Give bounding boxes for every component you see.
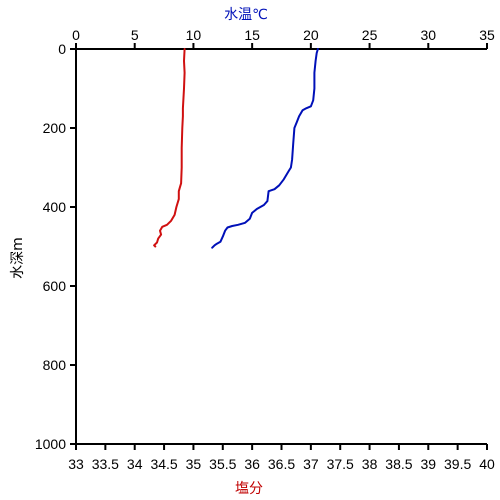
top-tick-label: 25 <box>362 27 378 43</box>
bottom-tick-label: 38 <box>362 456 378 472</box>
y-tick-label: 600 <box>43 278 67 294</box>
top-tick-label: 20 <box>303 27 319 43</box>
top-tick-label: 10 <box>186 27 202 43</box>
bottom-tick-label: 39 <box>420 456 436 472</box>
bottom-tick-label: 33.5 <box>92 456 119 472</box>
top-tick-label: 15 <box>244 27 260 43</box>
temperature-profile-line <box>211 48 319 249</box>
bottom-tick-label: 36.5 <box>268 456 295 472</box>
bottom-tick-label: 37.5 <box>327 456 354 472</box>
y-axis-title: 水深m <box>10 237 26 279</box>
top-tick-label: 0 <box>72 27 80 43</box>
bottom-tick-label: 33 <box>68 456 84 472</box>
y-tick-label: 800 <box>43 357 67 373</box>
bottom-tick-label: 36 <box>244 456 260 472</box>
y-tick-label: 200 <box>43 120 67 136</box>
y-tick-label: 400 <box>43 199 67 215</box>
top-tick-label: 5 <box>131 27 139 43</box>
bottom-tick-label: 37 <box>303 456 319 472</box>
bottom-tick-label: 39.5 <box>444 456 471 472</box>
bottom-tick-label: 38.5 <box>385 456 412 472</box>
y-tick-label: 0 <box>58 41 66 57</box>
top-tick-label: 30 <box>420 27 436 43</box>
bottom-tick-label: 34 <box>127 456 143 472</box>
bottom-tick-label: 40 <box>479 456 495 472</box>
bottom-tick-label: 35 <box>186 456 202 472</box>
top-tick-label: 35 <box>479 27 495 43</box>
bottom-tick-label: 34.5 <box>150 456 177 472</box>
y-tick-label: 1000 <box>35 436 66 452</box>
salinity-profile-line <box>153 48 186 248</box>
bottom-tick-label: 35.5 <box>209 456 236 472</box>
top-axis-title: 水温℃ <box>224 7 268 23</box>
bottom-axis-title: 塩分 <box>235 481 263 497</box>
